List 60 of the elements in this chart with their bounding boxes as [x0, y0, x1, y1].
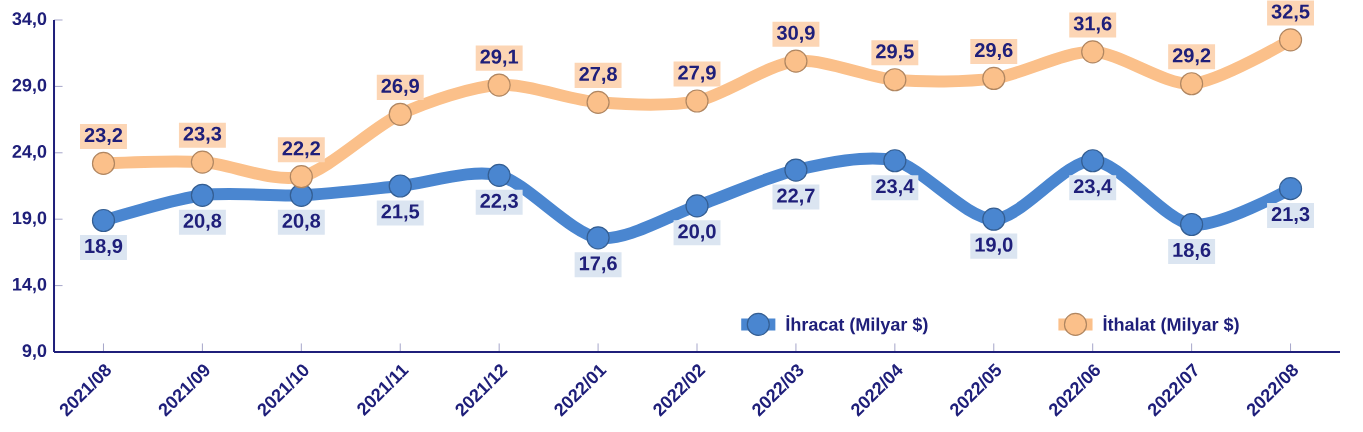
data-label: 29,1: [480, 49, 519, 67]
point: [91, 208, 116, 233]
data-label: 32,5: [1271, 4, 1310, 22]
point: [1278, 177, 1303, 201]
y-tick-label: 24,0: [12, 145, 47, 161]
point: [883, 149, 907, 173]
data-label: 23,4: [876, 179, 915, 197]
data-label: 23,2: [84, 127, 123, 146]
data-label: 21,5: [381, 204, 420, 222]
point: [586, 90, 610, 114]
data-label: 19,0: [975, 237, 1013, 255]
point: [190, 150, 214, 174]
data-label: 26,9: [381, 78, 419, 96]
point: [982, 66, 1006, 91]
data-label: 18,9: [85, 238, 123, 256]
data-label: 22,7: [777, 188, 815, 206]
point: [190, 183, 214, 207]
data-label: 20,8: [183, 213, 222, 231]
data-label: 20,8: [282, 213, 321, 231]
data-label: 29,2: [1172, 48, 1211, 66]
data-label: 23,3: [183, 126, 222, 144]
point: [685, 89, 709, 113]
y-tick-label: 9,0: [22, 344, 47, 360]
point: [685, 194, 709, 218]
point: [487, 163, 511, 187]
point: [1180, 72, 1204, 96]
data-label: 17,6: [579, 256, 617, 274]
point: [883, 68, 907, 92]
data-label: 27,8: [579, 66, 617, 84]
point: [289, 183, 313, 207]
point: [1081, 40, 1105, 64]
data-label: 29,5: [876, 44, 914, 62]
point: [487, 73, 511, 97]
point: [388, 174, 412, 198]
data-label: 22,3: [480, 193, 518, 211]
point: [1180, 212, 1204, 237]
data-label: 31,6: [1073, 16, 1112, 34]
legend-label: İthalat (Milyar $): [1103, 315, 1239, 335]
data-label: 20,0: [678, 224, 716, 242]
legend-label: İhracat (Milyar $): [786, 315, 928, 335]
y-tick-label: 34,0: [12, 12, 47, 28]
point: [289, 165, 313, 189]
data-label: 29,6: [975, 42, 1013, 61]
point: [388, 102, 412, 126]
y-tick-label: 14,0: [13, 277, 47, 294]
point: [1081, 149, 1105, 173]
point: [91, 151, 116, 176]
point: [784, 158, 808, 182]
point: [784, 49, 808, 73]
data-label: 22,2: [282, 141, 320, 159]
data-label: 23,4: [1073, 179, 1113, 197]
y-tick-label: 19,0: [13, 211, 47, 227]
point: [586, 226, 610, 250]
data-label: 30,9: [776, 25, 815, 43]
point: [1278, 28, 1303, 52]
data-label: 18,6: [1173, 242, 1211, 260]
point: [982, 207, 1006, 231]
data-label: 27,9: [678, 65, 716, 83]
y-tick-label: 29,0: [12, 78, 47, 95]
data-label: 21,3: [1271, 207, 1310, 225]
